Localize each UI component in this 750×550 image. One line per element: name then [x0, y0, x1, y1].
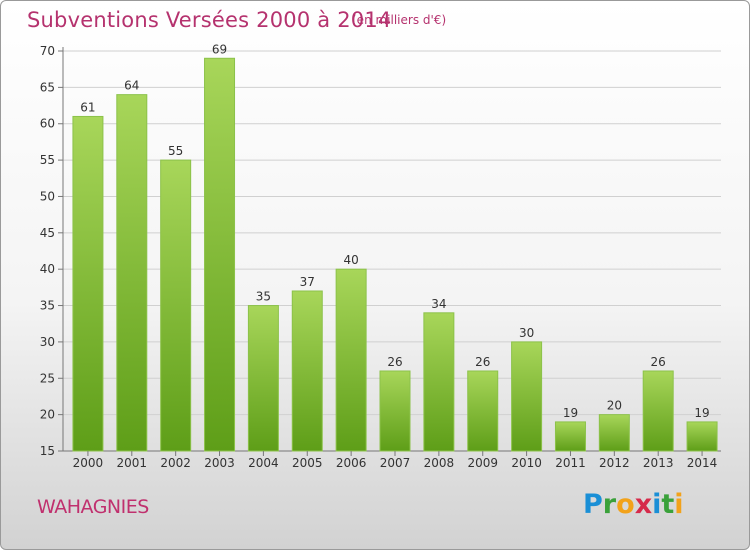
y-tick-label: 40: [40, 262, 55, 276]
data-label-2012: 20: [607, 399, 622, 413]
x-tick-label-2002: 2002: [160, 456, 191, 470]
bar-2005: [291, 290, 323, 452]
x-tick-label-2000: 2000: [73, 456, 104, 470]
y-tick-label: 50: [40, 189, 55, 203]
bar-2014: [686, 421, 718, 452]
bar-2010: [511, 341, 543, 452]
bar-2009: [467, 370, 499, 452]
data-label-2007: 26: [387, 355, 402, 369]
y-tick-label: 60: [40, 117, 55, 131]
x-tick-label-2013: 2013: [643, 456, 674, 470]
y-tick-label: 20: [40, 408, 55, 422]
x-tick-label-2008: 2008: [424, 456, 455, 470]
bar-2000: [72, 115, 104, 452]
y-tick-label: 15: [40, 444, 55, 458]
y-tick-label: 35: [40, 299, 55, 313]
x-tick-label-2012: 2012: [599, 456, 630, 470]
commune-name: WAHAGNIES: [37, 496, 149, 518]
data-label-2008: 34: [431, 297, 446, 311]
data-label-2001: 64: [124, 79, 139, 93]
bar-2002: [160, 159, 192, 452]
bar-2006: [335, 268, 367, 452]
x-tick-label-2007: 2007: [380, 456, 411, 470]
data-label-2005: 37: [300, 275, 315, 289]
data-label-2014: 19: [694, 406, 709, 420]
x-tick-label-2004: 2004: [248, 456, 279, 470]
data-label-2009: 26: [475, 355, 490, 369]
y-tick-label: 30: [40, 335, 55, 349]
y-tick-label: 65: [40, 80, 55, 94]
x-tick-label-2011: 2011: [555, 456, 586, 470]
data-label-2002: 55: [168, 144, 183, 158]
bar-2013: [642, 370, 674, 452]
proxiti-logo-icon[interactable]: Proxiti: [583, 489, 684, 520]
data-label-2003: 69: [212, 42, 227, 56]
y-tick-label: 45: [40, 226, 55, 240]
bar-2004: [247, 305, 279, 452]
data-label-2011: 19: [563, 406, 578, 420]
y-tick-label: 25: [40, 371, 55, 385]
x-tick-label-2003: 2003: [204, 456, 235, 470]
bar-2003: [204, 57, 236, 452]
bar-2012: [598, 414, 630, 452]
bar-2001: [116, 94, 148, 452]
x-tick-label-2001: 2001: [117, 456, 148, 470]
data-label-2013: 26: [651, 355, 666, 369]
unit-note: (en milliers d'€): [352, 13, 447, 27]
data-label-2004: 35: [256, 290, 271, 304]
bar-2008: [423, 312, 455, 452]
bar-2011: [554, 421, 586, 452]
bar-2007: [379, 370, 411, 452]
data-label-2010: 30: [519, 326, 534, 340]
y-tick-label: 55: [40, 153, 55, 167]
chart-title: Subventions Versées 2000 à 2014: [27, 8, 392, 32]
x-tick-label-2005: 2005: [292, 456, 323, 470]
data-label-2006: 40: [343, 253, 358, 267]
x-tick-label-2009: 2009: [467, 456, 498, 470]
x-tick-label-2014: 2014: [687, 456, 718, 470]
data-label-2000: 61: [80, 100, 95, 114]
y-tick-label: 70: [40, 44, 55, 58]
x-tick-label-2006: 2006: [336, 456, 367, 470]
x-tick-label-2010: 2010: [511, 456, 542, 470]
